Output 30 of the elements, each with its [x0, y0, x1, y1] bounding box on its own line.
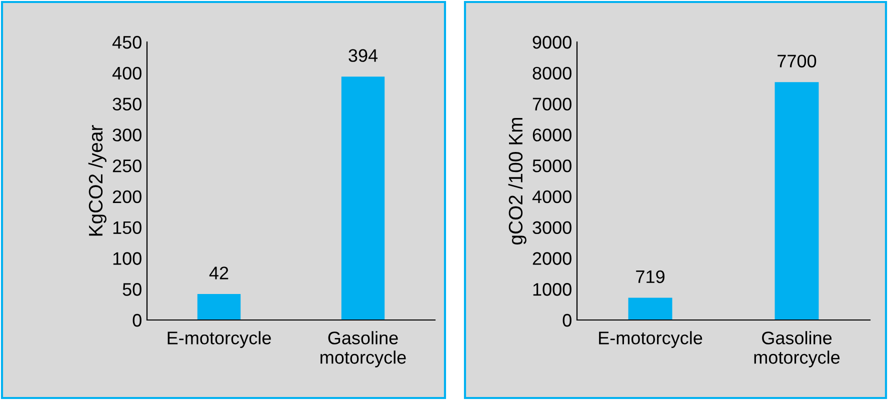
- y-tick-label: 3000: [532, 221, 572, 234]
- data-label: 719: [636, 270, 664, 284]
- y-tick-label: 7000: [532, 98, 572, 110]
- y-tick-label: 50: [122, 283, 142, 296]
- y-tick-label: 350: [112, 98, 142, 110]
- x-tick-label: E-motorcycle: [168, 331, 271, 348]
- x-tick-label: Gasoline motorcycle: [754, 331, 840, 368]
- y-tick-label: 250: [112, 159, 142, 172]
- data-label: 42: [209, 266, 228, 280]
- y-tick-label: 450: [112, 36, 142, 49]
- y-tick-label: 9000: [532, 36, 572, 49]
- y-tick-label: 0: [562, 314, 572, 327]
- y-tick-label: 0: [132, 314, 142, 327]
- x-tick-label: Gasoline motorcycle: [320, 331, 406, 368]
- data-label: 394: [348, 49, 378, 62]
- data-label: 7700: [778, 54, 816, 68]
- y-tick-label: 100: [113, 252, 142, 265]
- y-tick-label: 300: [112, 128, 142, 142]
- y-tick-label: 200: [112, 190, 142, 204]
- y-tick-label: 400: [112, 66, 142, 80]
- y-tick-label: 2000: [532, 252, 572, 265]
- y-tick-label: 1000: [533, 283, 572, 296]
- y-axis-title: KgCO2 /year: [88, 125, 106, 236]
- y-axis-title: gCO2 /100 Km: [508, 118, 526, 244]
- x-tick-label: E-motorcycle: [599, 331, 702, 348]
- y-tick-label: 8000: [532, 66, 572, 80]
- y-tick-label: 5000: [532, 159, 572, 172]
- y-tick-label: 150: [113, 221, 142, 234]
- y-tick-label: 4000: [532, 190, 572, 204]
- y-tick-label: 6000: [532, 128, 572, 142]
